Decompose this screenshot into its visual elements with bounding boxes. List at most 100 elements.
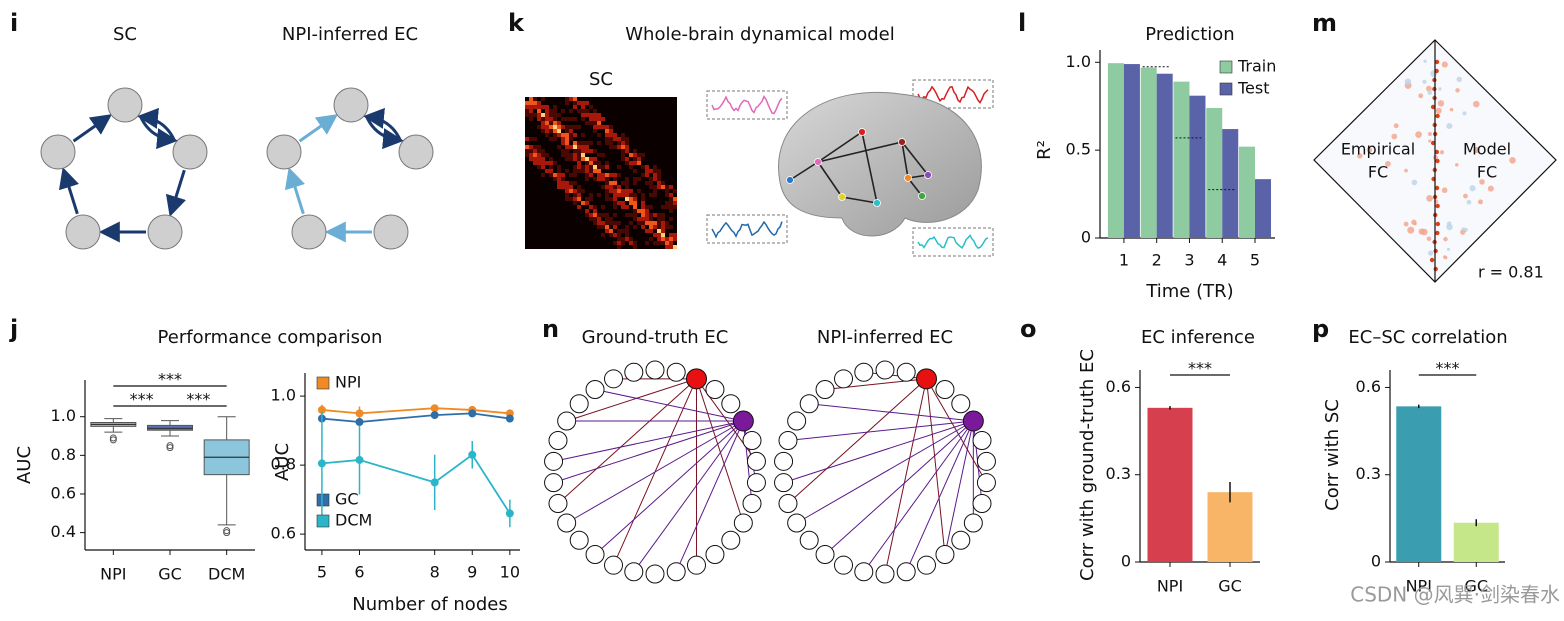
matrix-cell: [669, 185, 673, 189]
matrix-cell: [557, 133, 561, 137]
matrix-cell: [577, 193, 581, 197]
brain-node: [858, 128, 866, 136]
matrix-cell: [661, 185, 665, 189]
matrix-cell: [561, 117, 565, 121]
panel-letter: o: [1020, 315, 1037, 343]
brain-edge: [861, 131, 878, 204]
matrix-cell: [649, 185, 653, 189]
matrix-cell: [625, 149, 629, 153]
matrix-cell: [629, 189, 633, 193]
matrix-cell: [569, 145, 573, 149]
matrix-cell: [605, 213, 609, 217]
y-axis-label: AUC: [272, 443, 293, 481]
matrix-cell: [621, 153, 625, 157]
matrix-cell: [597, 113, 601, 117]
matrix-cell: [593, 169, 597, 173]
signal-wave: [917, 85, 989, 105]
matrix-cell: [565, 197, 569, 201]
matrix-cell: [577, 109, 581, 113]
matrix-cell: [533, 149, 537, 153]
matrix-cell: [545, 113, 549, 117]
ec-edge: [787, 420, 974, 441]
matrix-cell: [589, 149, 593, 153]
graph-node: [398, 134, 434, 170]
fc-entry: [1430, 140, 1436, 146]
matrix-cell: [553, 137, 557, 141]
ec-node: [951, 530, 971, 550]
matrix-cell: [601, 205, 605, 209]
matrix-cell: [585, 157, 589, 161]
y-tick-label: 0: [1371, 552, 1381, 571]
matrix-cell: [557, 121, 561, 125]
matrix-cell: [549, 121, 553, 125]
matrix-cell: [593, 221, 597, 225]
graph-node: [266, 134, 302, 170]
ec-node: [604, 555, 624, 575]
ec-node: [666, 362, 686, 382]
fc-label: Empirical: [1341, 140, 1415, 159]
matrix-cell: [529, 109, 533, 113]
matrix-cell: [537, 105, 541, 109]
matrix-cell: [661, 225, 665, 229]
matrix-cell: [537, 145, 541, 149]
brain-edge: [789, 161, 819, 181]
signal-wave: [917, 234, 989, 249]
matrix-cell: [645, 241, 649, 245]
matrix-cell: [573, 189, 577, 193]
matrix-cell: [613, 193, 617, 197]
ec-edge: [566, 378, 697, 422]
matrix-cell: [609, 189, 613, 193]
panel-title: Performance comparison: [158, 327, 383, 348]
x-tick-label: 4: [1217, 251, 1227, 270]
fc-entry: [1428, 139, 1432, 143]
matrix-cell: [545, 129, 549, 133]
legend-label: DCM: [335, 511, 372, 530]
matrix-cell: [605, 193, 609, 197]
graph-node: [147, 214, 183, 250]
matrix-cell: [557, 165, 561, 169]
matrix-cell: [665, 241, 669, 245]
matrix-cell: [669, 209, 673, 213]
ec-edge: [553, 420, 744, 484]
matrix-cell: [569, 181, 573, 185]
fc-entry: [1443, 236, 1448, 242]
brain-edge: [841, 196, 878, 204]
fc-entry: [1462, 111, 1467, 116]
fc-entry: [1443, 255, 1447, 259]
matrix-cell: [601, 165, 605, 169]
fc-entry: [1427, 90, 1433, 95]
matrix-cell: [629, 197, 633, 201]
matrix-cell: [665, 185, 669, 189]
matrix-cell: [601, 233, 605, 237]
matrix-cell: [553, 173, 557, 177]
matrix-cell: [541, 105, 545, 109]
matrix-cell: [581, 141, 585, 145]
matrix-cell: [669, 225, 673, 229]
matrix-cell: [557, 113, 561, 117]
matrix-cell: [629, 161, 633, 165]
matrix-cell: [593, 157, 597, 161]
matrix-cell: [589, 105, 593, 109]
edge-arrow: [72, 114, 113, 143]
matrix-cell: [557, 125, 561, 129]
matrix-cell: [641, 205, 645, 209]
watermark: CSDN @风巽·剑染春水: [1350, 583, 1560, 607]
ec-node: [705, 379, 725, 399]
matrix-cell: [573, 153, 577, 157]
matrix-cell: [609, 233, 613, 237]
matrix-cell: [537, 109, 541, 113]
fc-entry: [1403, 221, 1409, 227]
matrix-cell: [641, 197, 645, 201]
matrix-cell: [577, 153, 581, 157]
fc-entry: [1426, 236, 1432, 241]
matrix-cell: [633, 181, 637, 185]
brain-node: [924, 171, 932, 179]
matrix-cell: [617, 237, 621, 241]
matrix-cell: [573, 173, 577, 177]
bar: [1239, 146, 1256, 238]
matrix-cell: [565, 117, 569, 121]
matrix-cell: [541, 121, 545, 125]
fc-entry: [1404, 168, 1408, 173]
matrix-cell: [613, 213, 617, 217]
matrix-cell: [657, 169, 661, 173]
